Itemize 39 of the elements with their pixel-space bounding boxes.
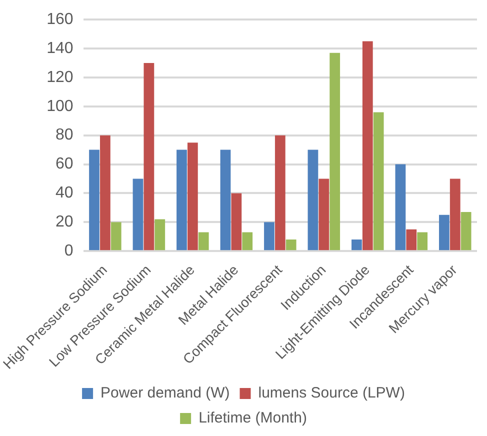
bar [220, 150, 231, 250]
bar [318, 178, 330, 250]
y-tick-label: 0 [64, 242, 74, 260]
bar [460, 212, 472, 250]
bar [176, 150, 187, 250]
bar [100, 135, 110, 250]
y-tick-label: 120 [46, 68, 74, 86]
legend-label: lumens Source (LPW) [258, 384, 405, 402]
bar [274, 135, 286, 250]
y-tick-label: 140 [46, 40, 74, 57]
bar [154, 219, 166, 250]
bar [362, 41, 373, 250]
y-tick-label: 60 [56, 156, 74, 173]
legend-label: Lifetime (Month) [198, 410, 307, 427]
bar [373, 112, 384, 250]
bar [308, 150, 318, 250]
y-tick-label: 20 [56, 214, 74, 231]
bar [110, 222, 122, 250]
bar [187, 142, 198, 250]
y-tick-label: 100 [46, 98, 74, 115]
bar [395, 164, 406, 250]
bar [352, 240, 362, 250]
bar [330, 52, 340, 250]
bar [417, 232, 428, 250]
bar [450, 178, 460, 250]
legend-label: Power demand (W) [100, 384, 230, 402]
bar [242, 232, 253, 250]
bar [132, 178, 144, 250]
bar [198, 232, 209, 250]
bar [231, 193, 242, 250]
bar [286, 240, 296, 250]
y-tick-label: 80 [56, 126, 74, 144]
bar [406, 229, 417, 250]
y-tick-label: 160 [46, 11, 74, 28]
bar [89, 150, 100, 250]
bar [439, 214, 450, 250]
bar [144, 63, 154, 250]
bar [264, 222, 274, 250]
y-tick-label: 40 [56, 184, 74, 202]
